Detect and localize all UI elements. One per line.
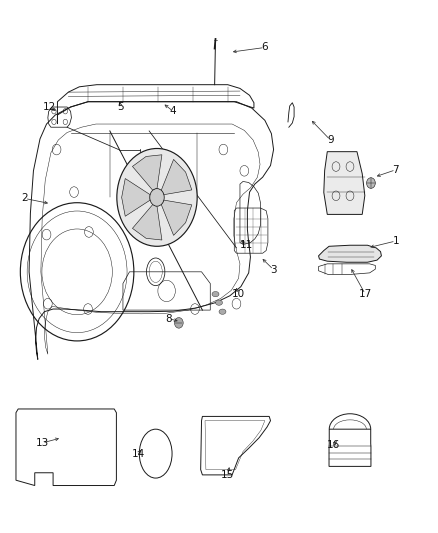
Ellipse shape	[212, 292, 219, 297]
Text: 11: 11	[240, 240, 253, 250]
Text: 14: 14	[131, 449, 145, 458]
Circle shape	[174, 318, 183, 328]
Text: 9: 9	[327, 135, 334, 145]
Polygon shape	[318, 245, 381, 262]
Text: 17: 17	[359, 289, 372, 299]
Text: 8: 8	[166, 313, 172, 324]
Text: 16: 16	[327, 440, 340, 450]
Text: 1: 1	[392, 236, 399, 246]
Text: 5: 5	[117, 102, 124, 112]
Text: 3: 3	[270, 265, 277, 274]
Polygon shape	[324, 152, 365, 214]
Polygon shape	[122, 179, 150, 216]
Text: 2: 2	[21, 193, 28, 204]
Text: 15: 15	[221, 470, 234, 480]
Ellipse shape	[219, 309, 226, 314]
Circle shape	[367, 177, 375, 188]
Text: 7: 7	[392, 165, 399, 175]
Text: 10: 10	[232, 289, 245, 299]
Text: 4: 4	[170, 106, 177, 116]
Text: 13: 13	[35, 438, 49, 448]
Polygon shape	[132, 155, 162, 190]
Ellipse shape	[215, 300, 223, 305]
Polygon shape	[161, 159, 192, 195]
Text: 12: 12	[43, 102, 56, 112]
Text: 6: 6	[261, 43, 268, 52]
Polygon shape	[132, 205, 162, 240]
Circle shape	[150, 189, 164, 206]
Circle shape	[117, 149, 197, 246]
Polygon shape	[161, 200, 192, 236]
